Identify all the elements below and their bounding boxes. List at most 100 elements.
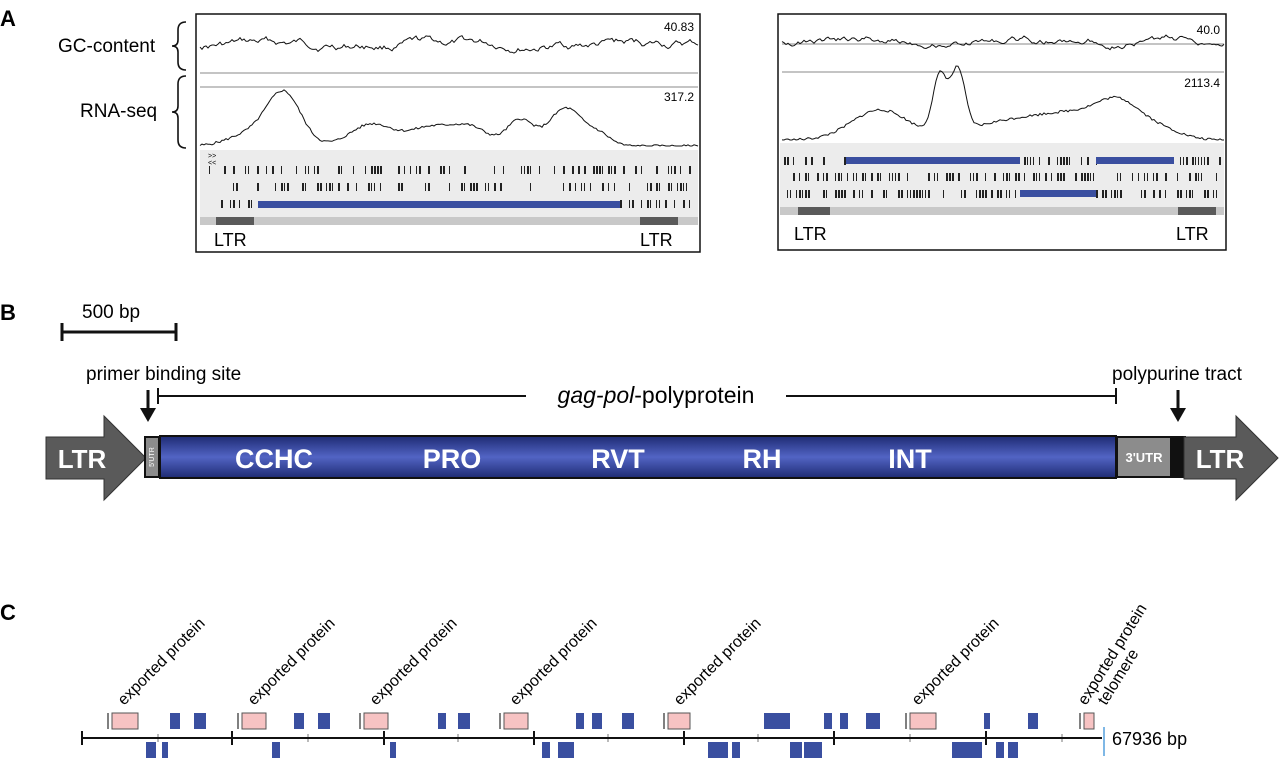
frame-tick: [1204, 157, 1205, 165]
exported-protein-box: [363, 712, 389, 730]
frame-tick: [871, 173, 873, 181]
exported-protein-label-5: exported protein: [671, 615, 765, 709]
frame-tick: [802, 190, 803, 198]
frame-tick: [784, 157, 786, 165]
frame-tick: [632, 200, 634, 208]
frame-tick: [371, 183, 372, 191]
frame-tick: [1015, 190, 1016, 198]
frame-tick: [1087, 157, 1089, 165]
frame-tick: [650, 183, 652, 191]
frame-tick: [233, 183, 234, 191]
frame-tick: [913, 190, 915, 198]
frame-tick: [338, 166, 340, 174]
frame-tick: [599, 166, 601, 174]
frame-tick: [485, 183, 486, 191]
frame-tick: [1033, 173, 1035, 181]
gene-plus-strand: [170, 713, 180, 729]
frame-tick: [614, 183, 615, 191]
frame-tick: [811, 157, 813, 165]
frame-tick: [1024, 157, 1026, 165]
frame-tick: [236, 183, 238, 191]
gene-plus-strand: [622, 713, 634, 729]
frame-tick: [1057, 173, 1059, 181]
right-ltr-label-1: LTR: [794, 224, 827, 244]
frame-tick: [1030, 157, 1031, 165]
gene-minus-strand: [162, 742, 168, 758]
gene-minus-strand: [390, 742, 396, 758]
frame-tick: [419, 166, 421, 174]
frame-tick: [898, 173, 900, 181]
frame-tick: [1207, 157, 1209, 165]
frame-tick: [1102, 190, 1104, 198]
gene-plus-strand: [840, 713, 848, 729]
frame-tick: [275, 183, 276, 191]
left-strand-marks-2: <<: [208, 160, 216, 167]
frame-tick: [964, 190, 966, 198]
frame-tick: [1093, 173, 1094, 181]
frame-tick: [946, 173, 948, 181]
frame-tick: [656, 200, 657, 208]
exported-protein-box: [667, 712, 691, 730]
frame-tick: [1027, 157, 1028, 165]
frame-tick: [371, 166, 373, 174]
right-orf-bar-2: [1096, 157, 1174, 164]
gene-minus-strand: [708, 742, 728, 758]
frame-tick: [1060, 173, 1062, 181]
gene-minus-strand: [790, 742, 802, 758]
ltr-right-label: LTR: [1196, 444, 1245, 474]
gag-pol-label: gag-pol-polyprotein: [558, 382, 755, 408]
left-ltr-label-1: LTR: [214, 230, 247, 250]
contig-length-label: 67936 bp: [1112, 729, 1187, 749]
frame-tick: [524, 166, 525, 174]
frame-tick: [296, 166, 297, 174]
gene-plus-strand: [576, 713, 584, 729]
frame-tick: [949, 173, 951, 181]
frame-tick: [377, 166, 379, 174]
frame-tick: [287, 183, 289, 191]
right-orf-bar-1: [846, 157, 1020, 164]
rna-brace: [171, 75, 187, 149]
frame-tick: [569, 183, 571, 191]
contig-map: [81, 712, 1095, 758]
frame-tick: [1216, 173, 1217, 181]
frame-tick: [994, 173, 996, 181]
utr5-block: [146, 438, 158, 476]
frame-tick: [281, 183, 283, 191]
exported-protein-label-2: exported protein: [245, 615, 339, 709]
frame-tick: [853, 173, 854, 181]
frame-tick: [530, 166, 531, 174]
frame-tick: [1009, 190, 1010, 198]
frame-tick: [449, 183, 450, 191]
frame-tick: [1075, 173, 1077, 181]
frame-tick: [305, 166, 306, 174]
frame-tick: [985, 173, 986, 181]
frame-tick: [1201, 157, 1202, 165]
frame-tick: [620, 200, 622, 208]
frame-tick: [799, 173, 800, 181]
frame-tick: [650, 200, 651, 208]
frame-tick: [503, 166, 504, 174]
frame-tick: [835, 173, 836, 181]
gene-minus-strand: [804, 742, 822, 758]
frame-tick: [1117, 190, 1118, 198]
exported-protein-box: [1083, 712, 1095, 730]
left-gc-trace: [199, 35, 699, 54]
frame-tick: [1132, 173, 1133, 181]
frame-tick: [602, 183, 604, 191]
frame-tick: [808, 173, 809, 181]
frame-tick: [1192, 157, 1194, 165]
frame-tick: [937, 173, 938, 181]
frame-tick: [823, 157, 825, 165]
frame-tick: [1063, 173, 1065, 181]
frame-tick: [1144, 173, 1145, 181]
frame-tick: [308, 166, 309, 174]
gene-minus-strand: [146, 742, 156, 758]
frame-tick: [859, 190, 860, 198]
frame-tick: [1165, 190, 1166, 198]
frame-tick: [584, 166, 586, 174]
frame-tick: [1186, 157, 1188, 165]
right-frame-tracks: [784, 157, 1221, 198]
frame-tick: [449, 166, 450, 174]
frame-tick: [1105, 190, 1107, 198]
frame-tick: [838, 173, 840, 181]
